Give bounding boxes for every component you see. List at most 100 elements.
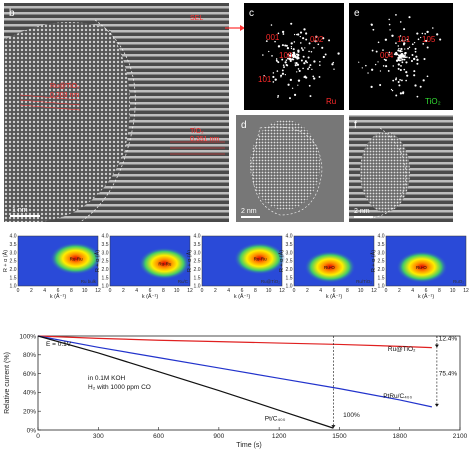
fft-speckle [312, 75, 315, 78]
wavelet-x-tick: 10 [450, 288, 456, 294]
fft-speckle [390, 88, 393, 91]
fft-speckle [424, 33, 426, 35]
wavelet-x-tick: 8 [346, 288, 349, 294]
fft-speckle [308, 50, 310, 53]
wavelet-hotspot [50, 242, 102, 275]
wavelet-y-tick: 2.5 [10, 259, 17, 265]
x-tick-label: 1200 [272, 433, 287, 440]
wavelet-sample-label: Ru bulk [81, 279, 97, 284]
fft-speckle [422, 42, 425, 45]
y-tick-label: 0% [27, 427, 37, 434]
panel-b-label-d: 0.351 nm [190, 136, 219, 143]
fft-speckle [401, 39, 404, 42]
fft-speckle [411, 54, 414, 56]
wavelet-y-label: R + α (Å) [186, 250, 193, 272]
wavelet-x-tick: 10 [266, 288, 272, 294]
fft-speckle [274, 40, 276, 43]
fft-speckle [299, 31, 303, 34]
decay-annotation: 75.4% [439, 370, 458, 377]
fft-speckle [399, 68, 402, 72]
panel-e-fft: e 101 105 004 TiO₂ [349, 3, 453, 110]
fft-speckle [395, 42, 397, 44]
wavelet-hotspot [234, 242, 286, 275]
x-axis-label: Time (s) [236, 442, 261, 449]
wavelet-y-tick: 3.5 [10, 242, 17, 248]
fft-speckle [414, 47, 417, 50]
fft-speckle [308, 66, 311, 69]
wavelet-y-tick: 3.0 [286, 250, 293, 256]
fft-speckle [285, 44, 288, 47]
panel-c-material: Ru [326, 97, 336, 106]
wavelet-x-label: k (Å⁻¹) [50, 293, 67, 300]
fft-speckle [322, 37, 325, 40]
y-tick-label: 80% [23, 352, 36, 359]
fft-speckle [302, 49, 304, 51]
wavelet-x-label: k (Å⁻¹) [234, 293, 251, 300]
fft-speckle [401, 50, 403, 52]
condition-label: E = 0.1V [46, 341, 72, 348]
wavelet-sample-label: Ru/C [178, 279, 189, 284]
fft-speckle [297, 84, 299, 86]
decay-annotation: 12.4% [439, 336, 458, 343]
wavelet-x-tick: 6 [149, 288, 152, 294]
series-line [37, 335, 334, 429]
wavelet-x-tick: 10 [174, 288, 180, 294]
fft-speckle [375, 50, 378, 53]
fft-speckle [296, 33, 298, 36]
fft-speckle [401, 79, 403, 82]
panel-e-spot-1: 105 [422, 35, 436, 44]
fft-speckle [290, 52, 292, 55]
fft-speckle [297, 49, 300, 52]
fft-speckle [291, 87, 294, 89]
fft-speckle [371, 68, 374, 71]
fft-speckle [385, 65, 388, 68]
wavelet-peak-label: Ru-Ru [254, 257, 268, 262]
fft-speckle [370, 23, 372, 25]
fft-speckle [289, 59, 292, 63]
fft-speckle [423, 58, 426, 61]
wavelet-y-tick: 1.5 [286, 275, 293, 281]
wavelet-x-tick: 0 [201, 288, 204, 294]
wavelet-y-tick: 2.0 [10, 267, 17, 273]
fft-speckle [287, 83, 290, 86]
fft-speckle [290, 42, 293, 45]
fft-speckle [285, 59, 288, 61]
fft-speckle [324, 53, 327, 56]
x-tick-label: 1500 [332, 433, 347, 440]
fft-speckle [413, 57, 416, 61]
fft-speckle [425, 39, 428, 43]
wavelet-y-tick: 3.5 [286, 242, 293, 248]
wavelet-x-tick: 10 [358, 288, 364, 294]
fft-speckle [291, 54, 294, 57]
fft-speckle [270, 24, 273, 26]
fft-speckle [399, 78, 401, 81]
wavelet-hotspot [138, 247, 190, 280]
fft-speckle [403, 55, 406, 58]
fft-speckle [303, 28, 306, 31]
panel-e-spot-0: 101 [397, 35, 411, 44]
wavelet-y-label: R + α (Å) [2, 250, 9, 272]
wavelet-x-tick: 12 [371, 288, 377, 294]
panel-b-label-c: TiO₂ [190, 128, 204, 135]
wavelet-sample-label: Ru@TiO₂ [261, 279, 280, 284]
fft-speckle [379, 84, 382, 87]
fft-speckle [294, 62, 296, 64]
fft-speckle [367, 72, 369, 74]
fft-speckle [302, 55, 305, 58]
wavelet-x-tick: 4 [411, 288, 414, 294]
fft-speckle [318, 76, 321, 78]
series-label: PtRu/C₄₀₀ [383, 393, 412, 400]
panel-e-material: TiO₂ [425, 97, 441, 106]
fft-speckle [398, 47, 400, 50]
fft-speckle [297, 68, 300, 70]
fft-speckle [416, 32, 419, 35]
fft-speckle [272, 72, 275, 74]
fft-speckle [377, 41, 380, 44]
x-tick-label: 300 [93, 433, 104, 440]
fft-speckle [361, 67, 363, 69]
fft-speckle [292, 48, 295, 51]
wavelet-y-tick: 2.0 [378, 267, 385, 273]
panel-e-letter: e [354, 8, 360, 19]
wavelet-y-tick: 4.0 [286, 234, 293, 240]
wavelet-y-tick: 1.5 [194, 275, 201, 281]
